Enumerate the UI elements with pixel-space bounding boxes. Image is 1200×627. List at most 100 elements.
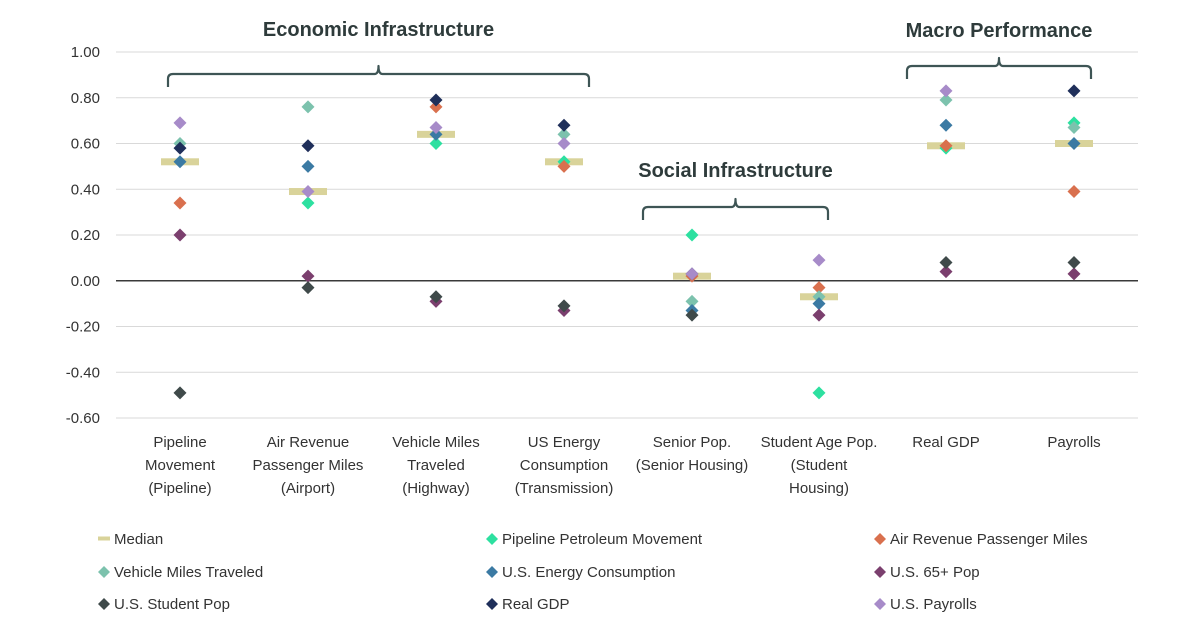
y-tick-label: 0.40 [71, 181, 100, 198]
group-bracket [641, 197, 830, 220]
y-tick-label: 0.80 [71, 90, 100, 107]
data-point [1067, 255, 1081, 269]
data-point [685, 267, 699, 281]
y-tick-label: -0.20 [66, 319, 100, 336]
data-point [429, 290, 443, 304]
data-point [812, 308, 826, 322]
x-tick-label: Payrolls [1047, 434, 1100, 451]
x-tick-label: (Transmission) [515, 480, 614, 497]
data-point [173, 386, 187, 400]
y-tick-label: 0.20 [71, 227, 100, 244]
data-point [812, 281, 826, 295]
x-tick-label: Housing) [789, 480, 849, 497]
legend-median-swatch [98, 536, 110, 541]
y-tick-label: 1.00 [71, 44, 100, 61]
x-tick-label: (Student [791, 457, 849, 474]
x-tick-label: Vehicle Miles [392, 434, 480, 451]
x-axis-category-labels: Pipeline Movement (Pipeline) Air Revenue Pas… [145, 434, 1101, 497]
y-tick-label: 0.60 [71, 136, 100, 153]
data-point [301, 269, 315, 283]
x-tick-label: Traveled [407, 457, 465, 474]
legend-label: Air Revenue Passenger Miles [890, 531, 1088, 548]
data-point [939, 265, 953, 279]
data-point [429, 137, 443, 150]
data-point [1067, 84, 1081, 98]
data-point [557, 137, 571, 150]
data-point [1067, 137, 1081, 150]
data-point [557, 159, 571, 173]
data-point [1067, 185, 1081, 199]
legend-diamond-swatch [874, 533, 886, 545]
x-tick-label: Movement [145, 457, 216, 474]
legend-label: Real GDP [502, 596, 570, 613]
legend-diamond-swatch [486, 598, 498, 610]
group-bracket [166, 64, 591, 87]
legend-label: U.S. Energy Consumption [502, 564, 675, 581]
legend-diamond-swatch [874, 598, 886, 610]
group-title: Economic Infrastructure [263, 19, 494, 41]
data-point [429, 127, 443, 141]
x-tick-label: (Senior Housing) [636, 457, 749, 474]
data-point [301, 196, 315, 210]
data-point [1067, 120, 1081, 134]
legend-diamond-swatch [486, 533, 498, 545]
y-tick-label: -0.40 [66, 364, 100, 381]
data-point [685, 228, 699, 242]
legend-label: U.S. 65+ Pop [890, 564, 980, 581]
data-point [429, 100, 443, 114]
data-point [939, 139, 953, 153]
group-bracket [905, 56, 1093, 79]
data-point [939, 118, 953, 132]
data-point [173, 141, 187, 155]
data-point [301, 159, 315, 173]
x-tick-label: Pipeline [153, 434, 206, 451]
group-title: Social Infrastructure [638, 160, 833, 182]
x-tick-label: US Energy [528, 434, 601, 451]
data-point [301, 185, 315, 199]
data-points [173, 84, 1081, 400]
legend-label: Pipeline Petroleum Movement [502, 531, 703, 548]
x-tick-label: Air Revenue [267, 434, 350, 451]
data-point [301, 281, 315, 295]
x-tick-label: Student Age Pop. [761, 434, 878, 451]
data-point [939, 93, 953, 107]
data-point [173, 196, 187, 210]
data-point [429, 120, 443, 134]
legend-diamond-swatch [98, 566, 110, 578]
gridlines [116, 51, 1138, 419]
data-point [173, 155, 187, 169]
x-tick-label: Passenger Miles [253, 457, 364, 474]
data-point [685, 294, 699, 308]
data-point [173, 228, 187, 242]
data-point [685, 308, 699, 322]
group-title: Macro Performance [906, 20, 1093, 42]
legend: Median Pipeline Petroleum Movement Air Rev… [98, 531, 1088, 613]
x-tick-label: (Airport) [281, 480, 335, 497]
data-point [429, 93, 443, 107]
y-axis-tick-labels: 1.00 0.80 0.60 0.40 0.20 0.00 -0.20 -0.40 -0.60 [66, 44, 100, 427]
data-point [939, 255, 953, 269]
legend-label: Median [114, 531, 163, 548]
group-brackets: Economic Infrastructure Social Infrastruc… [166, 19, 1093, 220]
data-point [301, 100, 315, 114]
x-tick-label: Consumption [520, 457, 608, 474]
y-tick-label: 0.00 [71, 273, 100, 290]
legend-diamond-swatch [98, 598, 110, 610]
data-point [557, 118, 571, 132]
data-point [301, 139, 315, 153]
data-point [812, 386, 826, 400]
data-point [173, 116, 187, 130]
data-point [1067, 267, 1081, 281]
legend-label: Vehicle Miles Traveled [114, 564, 263, 581]
legend-diamond-swatch [486, 566, 498, 578]
data-point [812, 290, 826, 304]
y-tick-label: -0.60 [66, 410, 100, 427]
data-point [939, 84, 953, 98]
x-tick-label: Senior Pop. [653, 434, 731, 451]
x-tick-label: (Highway) [402, 480, 470, 497]
data-point [812, 253, 826, 267]
median-markers [161, 130, 1093, 301]
x-tick-label: (Pipeline) [148, 480, 211, 497]
legend-label: U.S. Payrolls [890, 596, 977, 613]
